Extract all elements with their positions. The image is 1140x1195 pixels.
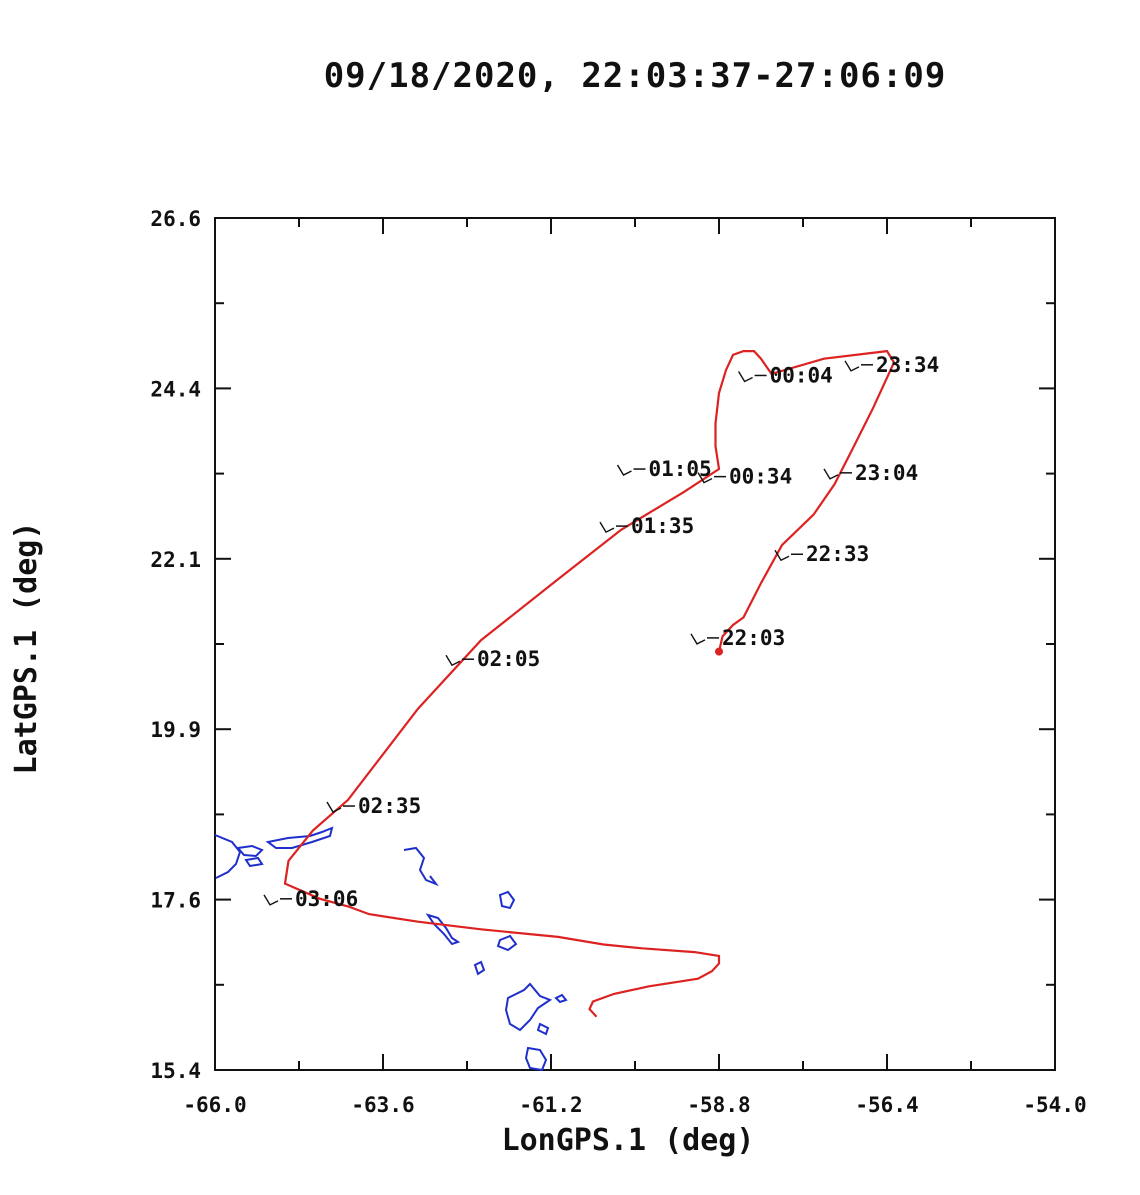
ticks [214,217,1056,1071]
wind-barb-mark [737,371,753,383]
y-tick-label: 17.6 [150,889,201,913]
time-annotation-label: 22:03 [722,626,785,650]
x-tick-label: -56.4 [855,1093,918,1117]
x-tick-label: -54.0 [1023,1093,1086,1117]
time-annotation-label: 23:34 [876,353,939,377]
x-tick-label: -66.0 [183,1093,246,1117]
time-annotation-label: 22:33 [806,542,869,566]
x-tick-label: -61.2 [519,1093,582,1117]
y-tick-label: 24.4 [150,377,201,401]
y-tick-label: 26.6 [150,207,201,231]
island-outline [496,934,518,952]
wind-barb-mark [599,521,615,534]
time-annotation-label: 00:34 [729,465,792,489]
x-tick-label: -58.8 [687,1093,750,1117]
time-annotation-label: 01:05 [649,457,712,481]
y-tick-labels: 15.4 17.6 19.9 22.1 24.4 26.6 [150,207,201,1083]
island-outline [504,982,553,1032]
x-tick-label: -63.6 [351,1093,414,1117]
chart-title: 09/18/2020, 22:03:37-27:06:09 [323,56,947,96]
y-tick-label: 15.4 [150,1059,201,1083]
wind-barb-mark [263,894,279,906]
plot-frame [214,217,1056,1071]
time-annotations: 22:03 22:33 23:04 23:34 00:04 00:34 01:05 01:35… [263,353,939,911]
island-outline [536,1022,550,1036]
time-annotation-label: 00:04 [770,363,833,387]
track-start-marker [715,647,723,656]
x-axis-title: LonGPS.1 (deg) [502,1123,755,1158]
wind-barb-mark [823,468,839,480]
wind-barb-mark [616,464,632,476]
island-outline [524,1046,548,1072]
y-tick-label: 19.9 [150,718,201,742]
y-axis-title: LatGPS.1 (deg) [9,522,44,775]
wind-barb-mark [774,549,790,562]
island-outline [498,890,516,910]
island-outline [244,856,264,868]
flight-track-line [283,349,896,1018]
wind-barb-mark [690,633,706,645]
coastline-islands [214,826,568,1072]
time-annotation-label: 23:04 [855,461,918,485]
island-outline [425,913,461,946]
time-annotation-label: 02:35 [358,794,421,818]
y-tick-label: 22.1 [150,548,201,572]
wind-barb-mark [445,654,461,667]
island-outline [265,826,334,849]
island-outline [473,960,486,976]
island-outline [236,844,264,858]
wind-barb-mark [844,360,860,372]
wind-barb-mark [697,472,713,484]
island-outline [554,993,568,1004]
time-annotation-label: 01:35 [631,514,694,538]
island-outline [214,834,242,879]
time-annotation-label: 03:06 [295,887,358,911]
time-annotation-label: 02:05 [477,647,540,671]
wind-barb-mark [326,801,342,813]
x-tick-labels: -66.0 -63.6 -61.2 -58.8 -56.4 -54.0 [183,1093,1086,1117]
island-outline [403,846,439,887]
